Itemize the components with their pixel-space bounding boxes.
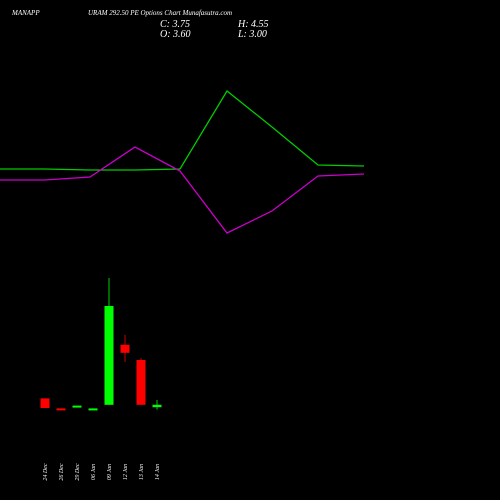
date-label: 13 Jan [139, 464, 145, 480]
candle-body [40, 398, 50, 408]
close-value: C: 3.75 [160, 19, 190, 30]
open-value: O: 3.60 [160, 29, 191, 40]
date-label: 14 Jan [154, 464, 161, 480]
date-label: 12 Jan [123, 464, 129, 480]
indicator-line-1 [0, 90, 365, 171]
candle-body [120, 344, 130, 353]
chart-header: MANAPP URAM 292.50 PE Options Chart Muna… [0, 0, 500, 40]
candle-body [104, 306, 114, 405]
symbol-label: MANAPP [12, 9, 40, 17]
date-label: 26 Dec [59, 463, 65, 480]
date-label: 24 Dec [42, 463, 49, 480]
date-label: 09 Jan [107, 464, 113, 480]
low-value: L: 3.00 [238, 29, 267, 40]
indicator-line-2 [0, 146, 365, 234]
candle-body [152, 404, 162, 408]
candle-body [72, 405, 82, 408]
candle-body [56, 408, 66, 411]
date-label: 29 Dec [75, 463, 81, 480]
chart-title: URAM 292.50 PE Options Chart Munafasutra… [88, 9, 233, 17]
candle-body [88, 408, 98, 411]
high-value: H: 4.55 [238, 19, 269, 30]
date-label: 06 Jan [91, 464, 97, 480]
candle-body [136, 360, 146, 405]
